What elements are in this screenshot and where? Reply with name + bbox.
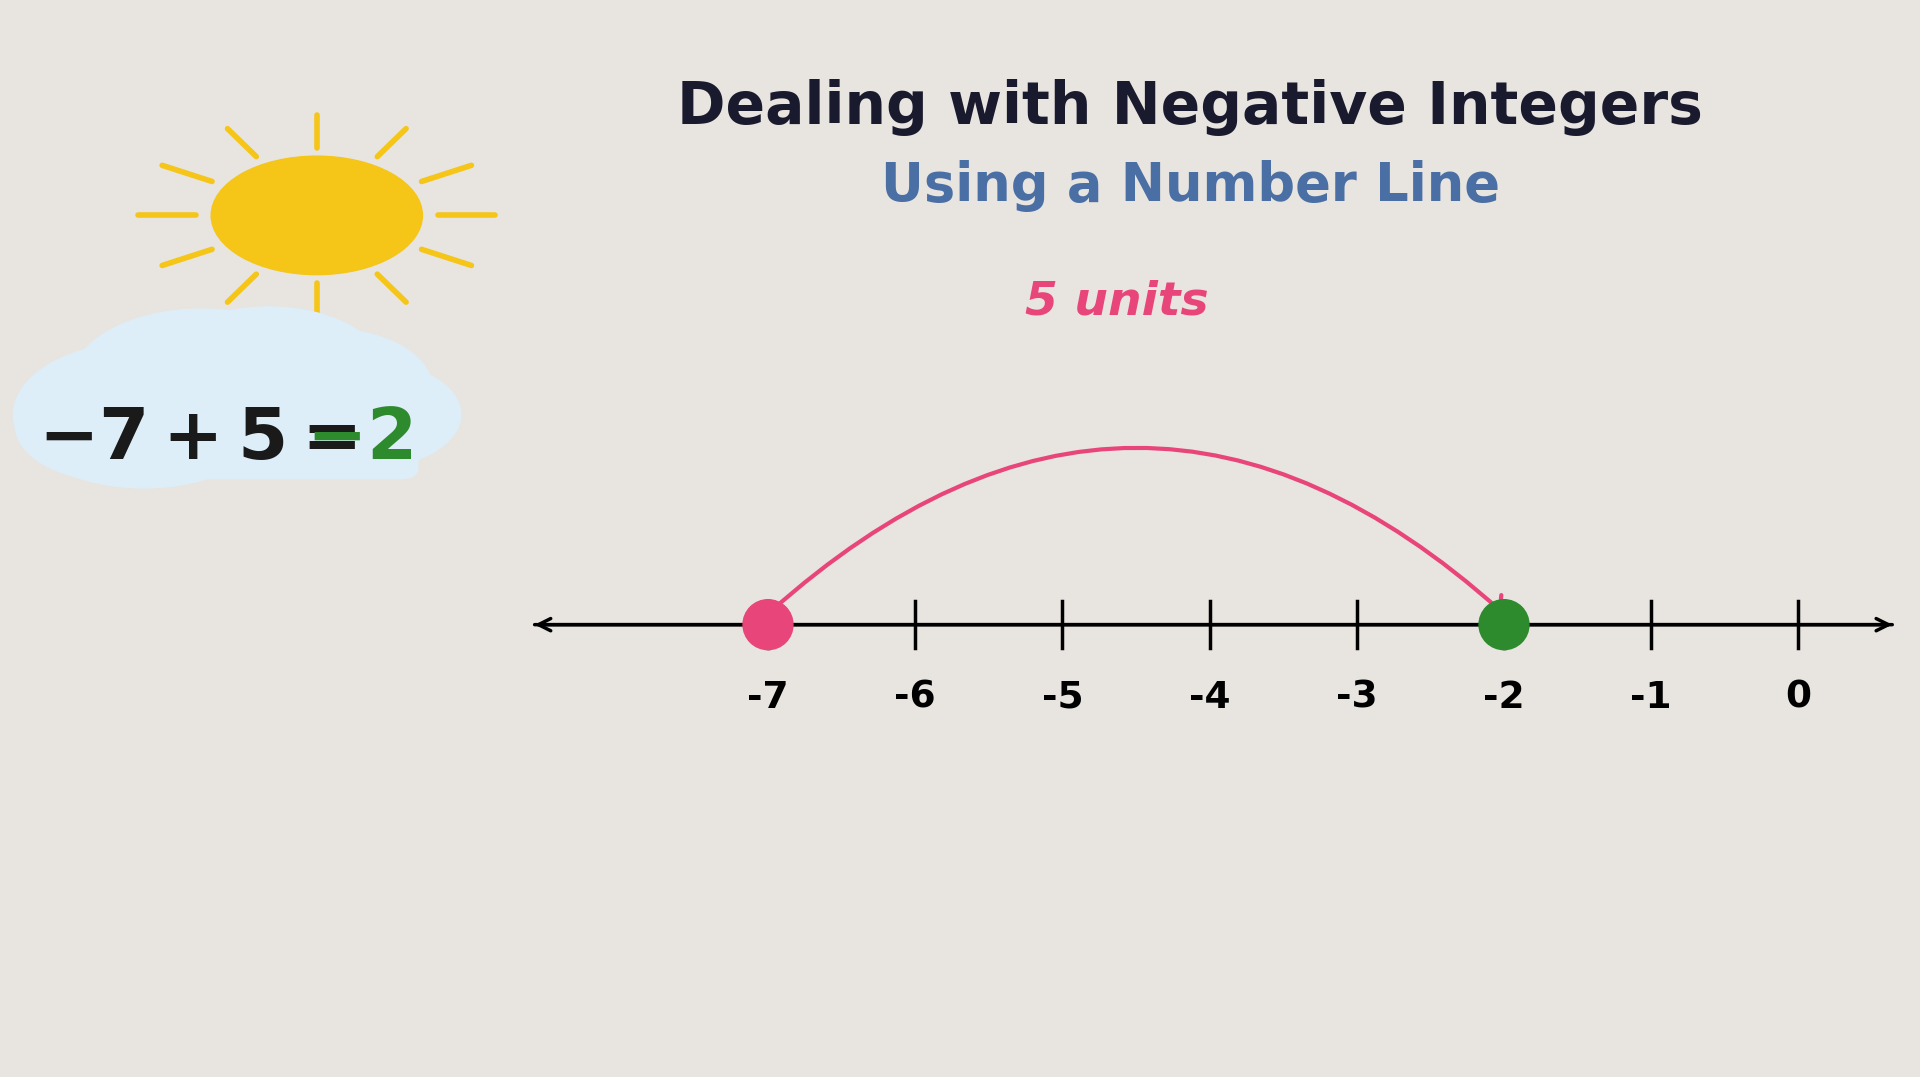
Text: -1: -1 — [1630, 680, 1672, 716]
Text: -4: -4 — [1188, 680, 1231, 716]
Ellipse shape — [1478, 600, 1528, 649]
Circle shape — [13, 341, 275, 488]
Text: -2: -2 — [1482, 680, 1524, 716]
FancyBboxPatch shape — [73, 395, 419, 479]
Text: Dealing with Negative Integers: Dealing with Negative Integers — [678, 80, 1703, 136]
Circle shape — [221, 328, 432, 447]
Polygon shape — [301, 0, 432, 1077]
Circle shape — [15, 369, 215, 481]
Circle shape — [115, 334, 365, 474]
Text: -6: -6 — [895, 680, 937, 716]
Circle shape — [269, 361, 461, 468]
Text: $\mathbf{-7 + 5 =}$: $\mathbf{-7 + 5 =}$ — [38, 405, 357, 474]
Text: -3: -3 — [1336, 680, 1379, 716]
Circle shape — [154, 307, 384, 436]
Circle shape — [211, 156, 422, 275]
Text: 0: 0 — [1786, 680, 1811, 716]
Text: -7: -7 — [747, 680, 789, 716]
Circle shape — [71, 309, 332, 456]
Text: -5: -5 — [1041, 680, 1083, 716]
Text: $\mathbf{-2}$: $\mathbf{-2}$ — [305, 405, 413, 474]
Text: Using a Number Line: Using a Number Line — [881, 160, 1500, 212]
Text: 5 units: 5 units — [1025, 279, 1208, 324]
Ellipse shape — [743, 600, 793, 649]
